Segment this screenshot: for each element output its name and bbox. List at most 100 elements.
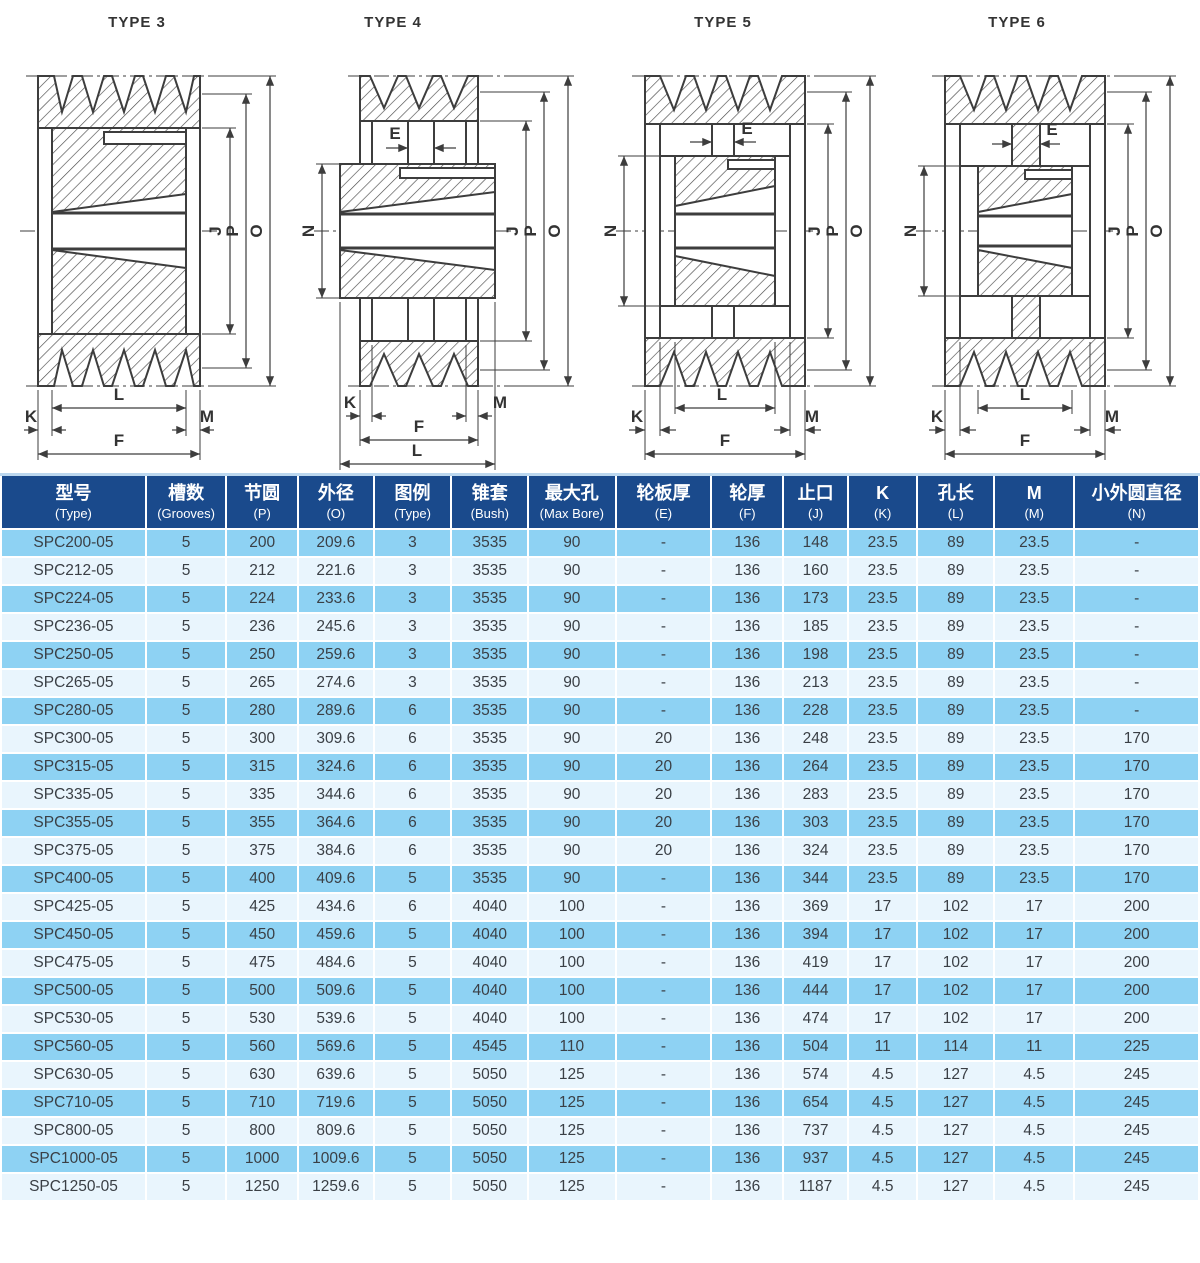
table-cell: 250 [225,640,300,670]
table-cell: 5 [144,584,228,614]
dim-label-o: O [1147,224,1166,237]
dim-label-m: M [493,393,507,412]
table-cell: 245 [1073,1060,1200,1090]
table-cell: 5 [144,612,228,642]
column-header-en: (Type) [394,506,431,521]
column-header-zh: K [876,483,890,503]
table-cell: - [614,640,713,670]
table-cell: 136 [710,556,785,586]
table-cell: 136 [710,920,785,950]
table-cell: 23.5 [993,808,1076,838]
table-cell: 200 [1073,1004,1200,1034]
table-cell: 5 [144,1060,228,1090]
table-cell: 17 [846,1004,919,1034]
table-cell: 23.5 [846,724,919,754]
table-cell: SPC450-05 [0,920,147,950]
type4-panel: TYPE 4 [300,0,600,473]
table-cell: 3535 [450,724,530,754]
table-cell: 710 [225,1088,300,1118]
dim-label-k: K [931,407,944,426]
table-row: SPC300-05 5 300 309.6 6 3535 90 20 136 248 23.5 89 2… [0,724,1200,754]
table-cell: 5 [372,948,453,978]
table-cell: 17 [993,920,1076,950]
table-cell: 3535 [450,752,530,782]
table-cell: 4.5 [993,1060,1076,1090]
column-header-en: (L) [947,506,964,521]
table-cell: 23.5 [993,640,1076,670]
dim-label-e: E [741,119,752,138]
table-cell: 23.5 [993,836,1076,866]
table-cell: 89 [916,724,996,754]
table-cell: 23.5 [993,752,1076,782]
dim-label-o: O [247,224,266,237]
dim-label-l: L [114,385,124,404]
table-cell: 23.5 [846,864,919,894]
table-cell: 89 [916,640,996,670]
table-cell: 5 [144,948,228,978]
table-cell: 136 [710,1172,785,1202]
table-cell: 20 [614,836,713,866]
column-header-zh: 小外圆直径 [1091,483,1182,503]
table-cell: 136 [710,948,785,978]
table-cell: 364.6 [297,808,375,838]
table-cell: 125 [527,1116,617,1146]
table-cell: 303 [782,808,849,838]
table-cell: 5 [144,1116,228,1146]
column-header-zh: 型号 [55,483,92,503]
table-row: SPC530-05 5 530 539.6 5 4040 100-136 474 17 102 17… [0,1004,1200,1034]
header-row: 型号 (Type) 槽数 (Grooves) 节圆 (P) 外径 (O) 图例 (Type) 锥套 (… [0,473,1200,530]
dim-label-n: N [901,225,920,237]
column-header-zh: 外径 [317,483,354,503]
table-cell: 425 [225,892,300,922]
table-cell: 23.5 [993,556,1076,586]
table-cell: SPC1000-05 [0,1144,147,1174]
table-cell: 212 [225,556,300,586]
table-cell: 127 [916,1116,996,1146]
table-row: SPC560-05 5 560 569.6 5 4545 110-136 504 11 114 11… [0,1032,1200,1062]
dim-label-p: P [521,225,540,236]
table-cell: 23.5 [846,780,919,810]
table-cell: 4040 [450,892,530,922]
table-cell: 221.6 [297,556,375,586]
dim-label-n: N [601,225,620,237]
dim-label-j: J [206,226,225,235]
table-row: SPC475-05 5 475 484.6 5 4040 100-136 419 17 102 17… [0,948,1200,978]
table-cell: 170 [1073,752,1200,782]
table-cell: 236 [225,612,300,642]
table-cell: 200 [1073,948,1200,978]
table-cell: 136 [710,836,785,866]
table-cell: 20 [614,752,713,782]
table-cell: 4.5 [993,1172,1076,1202]
table-cell: 102 [916,892,996,922]
table-cell: 127 [916,1172,996,1202]
table-cell: SPC236-05 [0,612,147,642]
table-cell: 5 [372,920,453,950]
table-cell: 530 [225,1004,300,1034]
table-row: SPC212-05 5 212 221.6 3 3535 90-136 160 23.5 89 23… [0,556,1200,586]
table-cell: 170 [1073,780,1200,810]
table-cell: 5 [144,808,228,838]
table-cell: 3535 [450,640,530,670]
column-header-zh: 止口 [797,483,834,503]
pulley-diagrams: TYPE 3 [0,0,1200,473]
table-cell: 5 [144,724,228,754]
column-header-l: 孔长 (L) [916,473,996,530]
table-cell: 102 [916,976,996,1006]
table-row: SPC1000-05 5 1000 1009.6 5 5050 125-136 937 4.5 1… [0,1144,1200,1174]
table-cell: 409.6 [297,864,375,894]
table-cell: - [614,612,713,642]
table-cell: 125 [527,1172,617,1202]
table-cell: 213 [782,668,849,698]
table-row: SPC400-05 5 400 409.6 5 3535 90-136 344 23.5 89 23… [0,864,1200,894]
table-cell: 23.5 [993,724,1076,754]
table-cell: 89 [916,808,996,838]
table-cell: 737 [782,1116,849,1146]
column-header-en: (Max Bore) [539,506,604,521]
table-cell: SPC335-05 [0,780,147,810]
table-cell: SPC300-05 [0,724,147,754]
table-cell: 198 [782,640,849,670]
table-cell: 324 [782,836,849,866]
table-cell: 90 [527,780,617,810]
table-cell: 300 [225,724,300,754]
table-cell: - [614,948,713,978]
